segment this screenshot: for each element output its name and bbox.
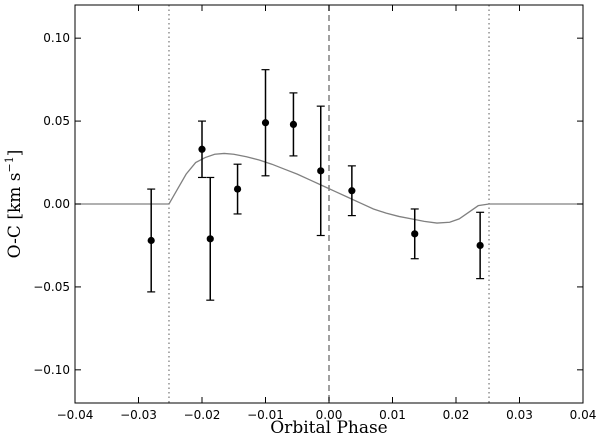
point-marker (476, 241, 484, 250)
data-point-3 (206, 176, 215, 301)
model-curve (75, 152, 583, 224)
data-point-4 (233, 163, 242, 215)
y-axis-label-main: O-C [km s (5, 172, 25, 258)
x-tick-label: 0.01 (379, 408, 406, 422)
point-marker (206, 235, 214, 243)
model-curve-layer (75, 152, 583, 224)
y-tick-label: −0.10 (33, 363, 70, 377)
data-point-5 (261, 69, 270, 177)
y-axis-label-exponent: −1 (3, 156, 16, 172)
data-points-layer (147, 69, 485, 301)
data-point-10 (476, 211, 485, 280)
data-point-6 (289, 92, 298, 157)
data-point-8 (347, 165, 356, 217)
tick-labels-layer: −0.04 −0.03 −0.02 −0.01 0.00 0.01 0.02 0.03 0.04… (33, 31, 596, 422)
point-marker (289, 120, 298, 128)
x-tick-label: −0.04 (57, 408, 94, 422)
x-tick-label: 0.04 (570, 408, 597, 422)
point-marker (233, 185, 242, 193)
point-marker (147, 236, 155, 245)
data-point-2 (198, 120, 206, 179)
y-tick-label: −0.05 (33, 280, 70, 294)
y-tick-label: 0.10 (43, 31, 70, 45)
x-tick-label: 0.00 (316, 408, 343, 422)
point-marker (348, 187, 356, 195)
point-marker (198, 145, 206, 153)
x-axis-label: Orbital Phase (270, 418, 388, 438)
y-tick-label: 0.00 (43, 197, 70, 211)
data-point-9 (410, 208, 419, 260)
y-axis-label: O-C [km s−1] (3, 150, 25, 259)
data-point-7 (316, 105, 325, 237)
point-marker (411, 230, 419, 238)
x-tick-label: −0.03 (120, 408, 157, 422)
y-tick-label: 0.05 (43, 114, 70, 128)
x-tick-label: −0.01 (247, 408, 284, 422)
ticks-layer (74, 5, 584, 403)
reference-lines-layer (168, 5, 490, 403)
x-tick-label: 0.03 (506, 408, 533, 422)
y-axis-label-close: ] (5, 150, 25, 157)
point-marker (261, 119, 270, 127)
point-marker (317, 167, 325, 175)
data-point-1 (147, 188, 156, 293)
x-tick-label: −0.02 (184, 408, 221, 422)
x-tick-label: 0.02 (443, 408, 470, 422)
